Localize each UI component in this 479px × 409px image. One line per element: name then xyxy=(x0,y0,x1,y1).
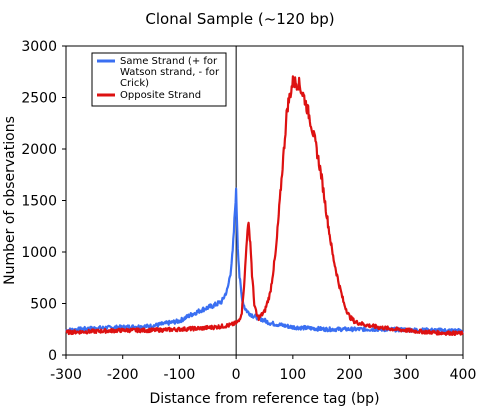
x-tick-label: 300 xyxy=(393,367,420,383)
x-tick-label: 200 xyxy=(336,367,363,383)
chart-title: Clonal Sample (~120 bp) xyxy=(145,10,334,28)
y-tick-label: 0 xyxy=(48,348,57,364)
x-axis-title: Distance from reference tag (bp) xyxy=(149,391,379,407)
y-tick-label: 2000 xyxy=(21,142,57,158)
y-tick-label: 2500 xyxy=(21,91,57,107)
y-axis-title: Number of observations xyxy=(2,116,18,285)
legend-label: Crick) xyxy=(120,78,149,89)
y-tick-label: 3000 xyxy=(21,39,57,55)
x-tick-label: -300 xyxy=(50,367,82,383)
series-opposite-strand-line xyxy=(65,75,464,336)
legend-label: Watson strand, - for xyxy=(120,67,220,78)
y-tick-label: 1500 xyxy=(21,194,57,210)
legend-label: Opposite Strand xyxy=(120,90,201,101)
x-tick-label: 0 xyxy=(232,367,241,383)
x-tick-label: 100 xyxy=(279,367,306,383)
x-tick-label: 400 xyxy=(450,367,477,383)
y-tick-label: 1000 xyxy=(21,245,57,261)
x-tick-label: -100 xyxy=(164,367,196,383)
legend-box xyxy=(91,52,227,107)
x-tick-label: -200 xyxy=(107,367,139,383)
legend-label: Same Strand (+ for xyxy=(120,56,218,67)
y-tick-label: 500 xyxy=(30,297,57,313)
